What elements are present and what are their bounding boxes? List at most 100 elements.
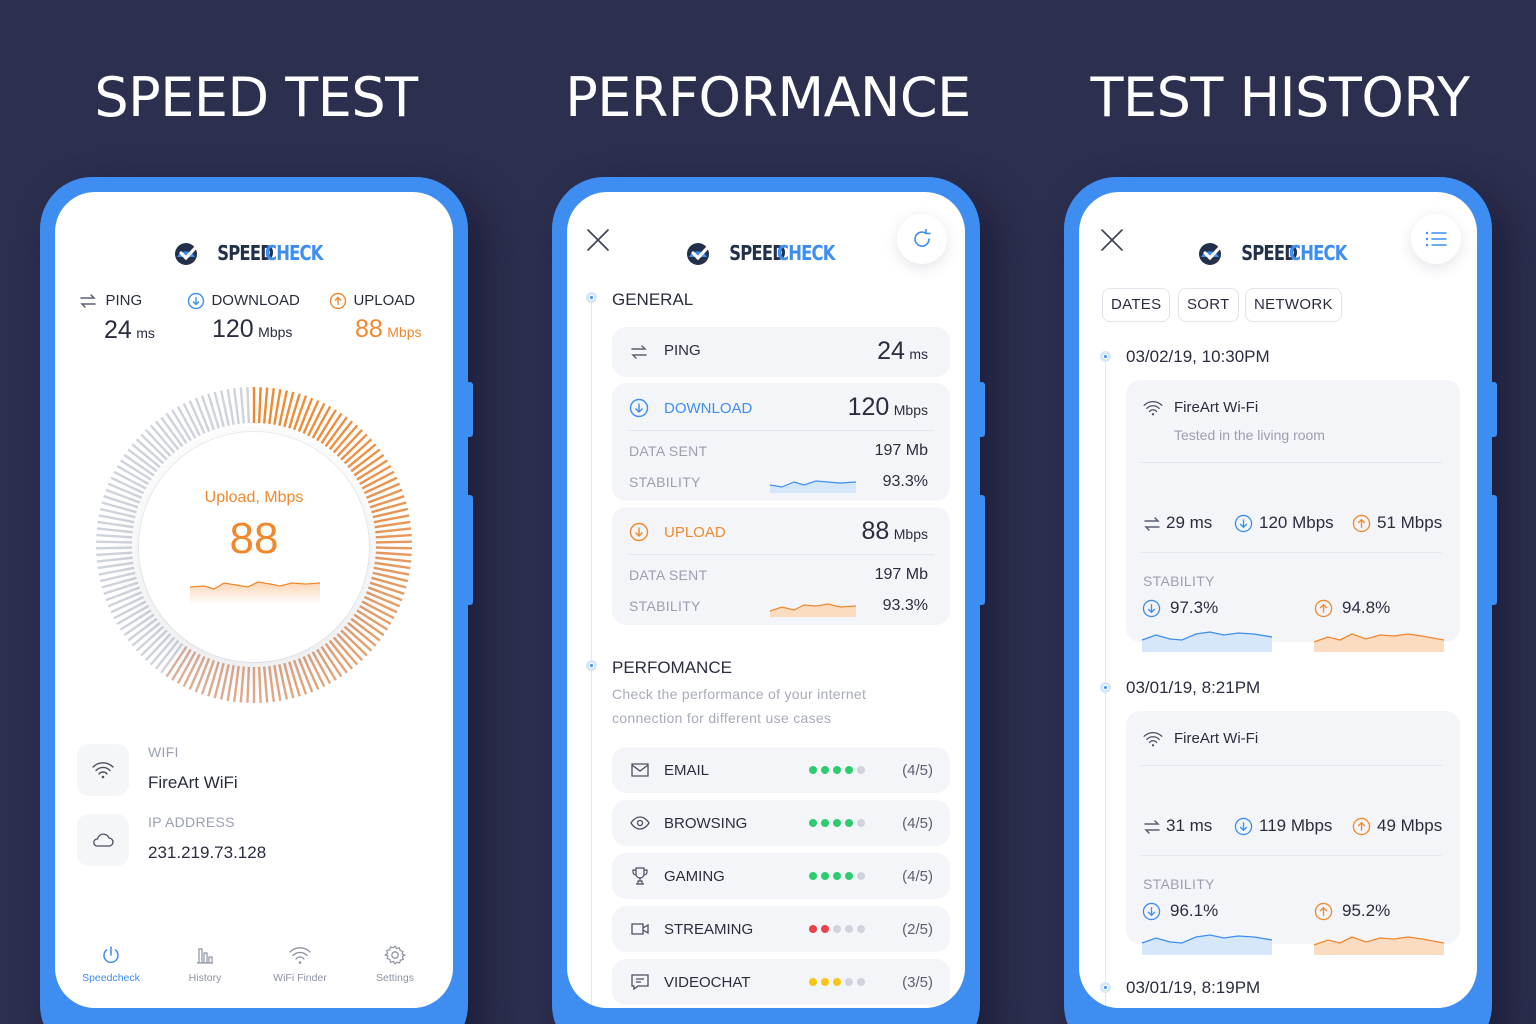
ping-value: 24 bbox=[877, 337, 905, 365]
swap-arrows-icon bbox=[631, 345, 647, 359]
gauge-tick bbox=[119, 459, 152, 481]
rating-dot bbox=[821, 925, 829, 933]
gauge-tick bbox=[219, 664, 230, 700]
wifi-icon bbox=[1143, 732, 1163, 747]
gauge-tick bbox=[154, 420, 180, 451]
rating-dots bbox=[809, 761, 869, 779]
gauge-tick bbox=[268, 665, 275, 702]
use-case-score: (2/5) bbox=[902, 921, 933, 938]
upload-arrow-icon bbox=[329, 292, 347, 310]
gauge-tick bbox=[343, 438, 373, 465]
gauge-label: Upload, Mbps bbox=[204, 489, 304, 506]
gauge-tick bbox=[361, 600, 395, 620]
gauge-tick bbox=[263, 387, 269, 424]
upload-arrow-icon bbox=[1314, 599, 1333, 618]
stability-label: STABILITY bbox=[1143, 573, 1215, 589]
menu-button[interactable] bbox=[1411, 214, 1461, 264]
rating-dot bbox=[821, 766, 829, 774]
nav-label: Settings bbox=[376, 972, 414, 984]
history-card[interactable]: FireArt Wi-Fi Tested in the living room … bbox=[1126, 380, 1460, 652]
rating-dot bbox=[845, 978, 853, 986]
network-name: FireArt Wi-Fi bbox=[1174, 399, 1259, 416]
use-case-row[interactable]: STREAMING (2/5) bbox=[612, 906, 950, 952]
gauge-tick bbox=[233, 388, 240, 425]
gauge-tick bbox=[375, 540, 412, 544]
nav-wifi-finder[interactable]: WiFi Finder bbox=[260, 944, 340, 984]
gauge-tick bbox=[375, 551, 412, 557]
rating-dot bbox=[821, 978, 829, 986]
gauge-tick bbox=[340, 433, 368, 461]
upload-unit: Mbps bbox=[893, 526, 928, 542]
gauge-tick bbox=[246, 666, 251, 703]
filter-network[interactable]: NETWORK bbox=[1245, 288, 1342, 322]
gauge-tick bbox=[359, 464, 392, 486]
gauge-tick bbox=[371, 576, 407, 589]
rating-dot bbox=[833, 925, 841, 933]
upload-arrow-icon bbox=[1352, 514, 1371, 533]
gauge-tick bbox=[123, 613, 155, 637]
stability-down: 96.1% bbox=[1170, 901, 1219, 920]
wifi-icon bbox=[1143, 401, 1163, 416]
upload-stability-sparkline bbox=[770, 603, 856, 617]
speedometer-logo-icon bbox=[1198, 243, 1224, 265]
gauge-tick bbox=[307, 402, 326, 437]
stability-value: 93.3% bbox=[882, 597, 928, 614]
history-date[interactable]: 03/02/19, 10:30PM bbox=[1126, 347, 1270, 366]
upload-value: 88 bbox=[861, 517, 890, 545]
gauge-tick bbox=[200, 659, 216, 695]
refresh-button[interactable] bbox=[897, 214, 947, 264]
gauge-tick bbox=[99, 507, 136, 519]
gauge-tick bbox=[316, 648, 337, 681]
brand-logo: SPEED CHECK bbox=[55, 240, 453, 266]
use-case-label: GAMING bbox=[664, 868, 725, 885]
ip-value: 231.219.73.128 bbox=[148, 843, 267, 862]
close-icon[interactable] bbox=[1099, 227, 1125, 253]
gauge-tick bbox=[369, 495, 405, 509]
gauge-tick bbox=[350, 448, 381, 473]
history-date[interactable]: 03/01/19, 8:19PM bbox=[1126, 978, 1261, 997]
use-case-row[interactable]: GAMING (4/5) bbox=[612, 853, 950, 899]
rating-dot bbox=[821, 872, 829, 880]
use-case-label: STREAMING bbox=[664, 921, 754, 938]
nav-speedcheck[interactable]: Speedcheck bbox=[71, 944, 151, 984]
gauge-tick bbox=[375, 546, 412, 550]
gauge-tick bbox=[99, 571, 136, 583]
history-date[interactable]: 03/01/19, 8:21PM bbox=[1126, 678, 1261, 697]
gauge-tick bbox=[233, 665, 240, 702]
gauge-tick bbox=[176, 651, 197, 685]
ping-stat: PING 24 ms bbox=[79, 292, 155, 345]
close-icon[interactable] bbox=[585, 227, 611, 253]
gauge-tick bbox=[372, 507, 409, 519]
data-sent-label: DATA SENT bbox=[629, 567, 708, 583]
history-download: 119 Mbps bbox=[1259, 816, 1333, 835]
use-case-row[interactable]: EMAIL (4/5) bbox=[612, 747, 950, 793]
brand-word-2: CHECK bbox=[776, 241, 835, 265]
gauge-tick bbox=[110, 476, 145, 495]
rating-dot bbox=[857, 819, 865, 827]
download-label: DOWNLOAD bbox=[211, 292, 300, 310]
gauge-tick bbox=[283, 391, 295, 428]
filter-sort[interactable]: SORT bbox=[1178, 288, 1239, 322]
nav-history[interactable]: History bbox=[165, 944, 245, 984]
rating-dot bbox=[845, 925, 853, 933]
nav-settings[interactable]: Settings bbox=[355, 944, 435, 984]
power-icon bbox=[103, 946, 119, 964]
gauge-tick bbox=[359, 604, 392, 626]
gauge-tick bbox=[219, 390, 230, 426]
gauge-tick bbox=[302, 655, 320, 690]
stability-label: STABILITY bbox=[629, 474, 701, 490]
use-case-row[interactable]: BROWSING (4/5) bbox=[612, 800, 950, 846]
gauge-tick bbox=[113, 600, 147, 620]
gauge-tick bbox=[103, 495, 139, 509]
wifi-label: WIFI bbox=[148, 744, 179, 760]
gauge-tick bbox=[127, 448, 158, 473]
gauge-tick bbox=[332, 424, 359, 454]
gauge-tick bbox=[101, 576, 137, 589]
use-case-row[interactable]: VIDEOCHAT (3/5) bbox=[612, 959, 950, 1005]
download-stability-sparkline bbox=[770, 480, 856, 493]
rating-dot bbox=[833, 819, 841, 827]
filter-dates[interactable]: DATES bbox=[1102, 288, 1171, 322]
gauge-tick bbox=[356, 459, 389, 481]
history-card[interactable]: FireArt Wi-Fi 31 ms 119 Mbps 49 Mbps STA… bbox=[1126, 711, 1460, 955]
download-arrow-icon bbox=[629, 398, 649, 418]
